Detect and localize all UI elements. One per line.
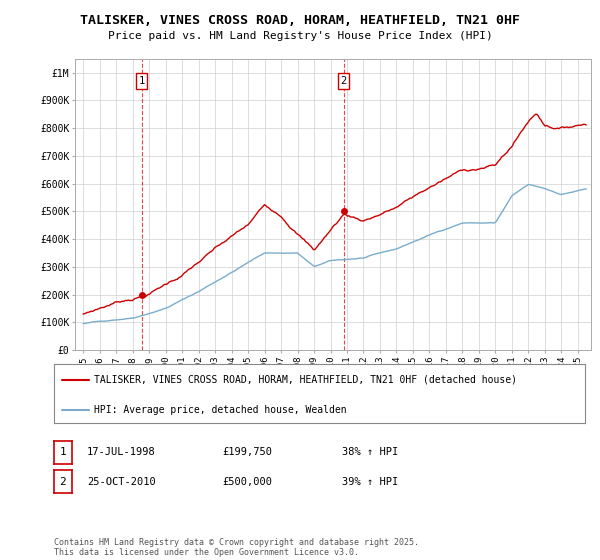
Text: HPI: Average price, detached house, Wealden: HPI: Average price, detached house, Weal…: [94, 405, 346, 415]
Text: 38% ↑ HPI: 38% ↑ HPI: [342, 447, 398, 458]
Text: 17-JUL-1998: 17-JUL-1998: [87, 447, 156, 458]
Text: 1: 1: [59, 447, 67, 458]
Text: TALISKER, VINES CROSS ROAD, HORAM, HEATHFIELD, TN21 0HF (detached house): TALISKER, VINES CROSS ROAD, HORAM, HEATH…: [94, 375, 517, 385]
Text: 25-OCT-2010: 25-OCT-2010: [87, 477, 156, 487]
Text: Price paid vs. HM Land Registry's House Price Index (HPI): Price paid vs. HM Land Registry's House …: [107, 31, 493, 41]
Text: 2: 2: [59, 477, 67, 487]
Text: £500,000: £500,000: [222, 477, 272, 487]
Text: Contains HM Land Registry data © Crown copyright and database right 2025.
This d: Contains HM Land Registry data © Crown c…: [54, 538, 419, 557]
Text: 1: 1: [139, 76, 145, 86]
Text: 2: 2: [341, 76, 347, 86]
Text: 39% ↑ HPI: 39% ↑ HPI: [342, 477, 398, 487]
Text: £199,750: £199,750: [222, 447, 272, 458]
Text: TALISKER, VINES CROSS ROAD, HORAM, HEATHFIELD, TN21 0HF: TALISKER, VINES CROSS ROAD, HORAM, HEATH…: [80, 14, 520, 27]
